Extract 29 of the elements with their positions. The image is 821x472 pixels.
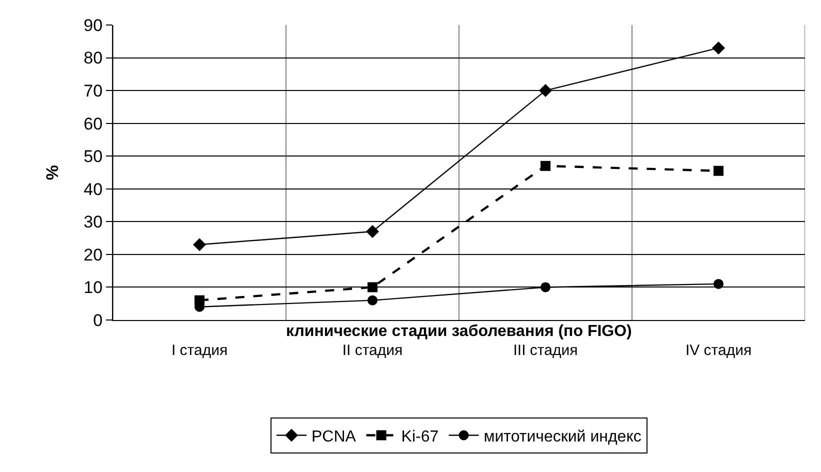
point (540, 160, 550, 171)
y-axis-title: % (43, 164, 62, 180)
x-tick-label: II стадия (342, 342, 403, 359)
legend-label: PCNA (312, 428, 356, 446)
point (366, 225, 379, 238)
point (540, 282, 550, 292)
point (712, 41, 725, 54)
x-tick-label: III стадия (513, 342, 578, 359)
point (714, 278, 724, 289)
y-tick-label: 80 (84, 48, 103, 68)
y-tick-label: 20 (84, 245, 103, 264)
point (193, 238, 206, 252)
point (714, 166, 724, 176)
x-tick-label: I стадия (171, 342, 228, 359)
y-tick-label: 70 (84, 82, 103, 101)
point (368, 295, 378, 306)
x-axis-title: клинические стадии заболевания (по FIGO) (286, 323, 632, 340)
y-tick-label: 90 (84, 16, 103, 35)
x-tick-label: IV стадия (685, 342, 752, 359)
y-tick-label: 50 (84, 147, 103, 166)
legend-label: митотический индекс (484, 428, 642, 446)
point (368, 282, 378, 292)
y-tick-label: 40 (84, 180, 103, 199)
y-tick-label: 60 (84, 114, 103, 134)
y-tick-label: 10 (84, 278, 103, 298)
legend-label: Ki-67 (401, 428, 439, 446)
y-tick-label: 0 (93, 310, 103, 330)
y-tick-label: 30 (84, 212, 103, 232)
point (539, 84, 552, 98)
